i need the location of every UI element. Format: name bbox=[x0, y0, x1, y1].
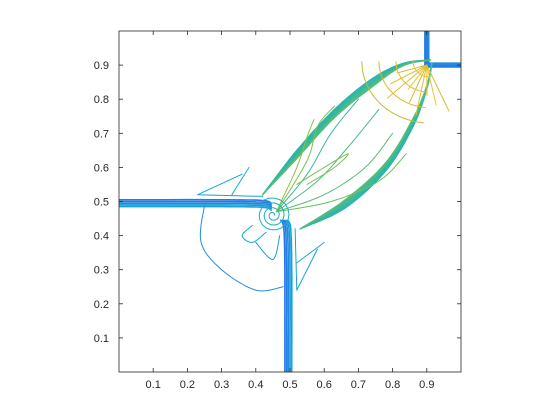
contour-line bbox=[299, 62, 433, 230]
contour-line bbox=[378, 61, 426, 108]
y-tick-label: 0.1 bbox=[94, 333, 109, 345]
contour-lines bbox=[119, 31, 461, 372]
y-tick-label: 0.5 bbox=[94, 197, 109, 209]
x-tick-label: 0.7 bbox=[351, 379, 366, 391]
x-tick-label: 0.3 bbox=[214, 379, 229, 391]
x-tick-label: 0.8 bbox=[385, 379, 400, 391]
contour-line bbox=[258, 197, 290, 231]
y-tick-label: 0.7 bbox=[94, 128, 109, 140]
contour-line bbox=[275, 105, 335, 213]
x-tick-label: 0.4 bbox=[248, 379, 263, 391]
x-axis: 0.1 0.2 0.3 0.4 0.5 0.6 0.7 0.8 0.9 bbox=[146, 31, 434, 391]
contour-line bbox=[426, 64, 450, 112]
contour-line bbox=[231, 166, 250, 196]
contour-line bbox=[294, 228, 318, 291]
contour-line bbox=[261, 59, 431, 196]
y-tick-label: 0.8 bbox=[94, 94, 109, 106]
contour-line bbox=[415, 64, 428, 116]
contour-line bbox=[261, 59, 431, 196]
contour-line bbox=[296, 153, 349, 185]
contour-line bbox=[286, 219, 293, 372]
contour-line bbox=[119, 202, 272, 208]
contour-line bbox=[119, 204, 272, 210]
contour-line bbox=[280, 219, 286, 372]
contour-line bbox=[261, 59, 431, 196]
contour-line bbox=[389, 64, 428, 85]
contour-line bbox=[296, 241, 325, 264]
contour-line bbox=[285, 219, 291, 372]
x-tick-label: 0.6 bbox=[317, 379, 332, 391]
contour-line bbox=[281, 219, 288, 372]
contour-line bbox=[275, 153, 407, 213]
contour-line bbox=[119, 205, 272, 211]
contour-line bbox=[197, 173, 264, 197]
y-tick-label: 0.9 bbox=[94, 60, 109, 72]
contour-line bbox=[275, 132, 394, 213]
contour-line bbox=[395, 61, 428, 93]
contour-line bbox=[361, 61, 424, 124]
x-tick-label: 0.5 bbox=[282, 379, 297, 391]
contour-line bbox=[396, 64, 428, 74]
contour-line bbox=[426, 64, 437, 106]
y-tick-label: 0.6 bbox=[94, 162, 109, 174]
contour-line bbox=[241, 224, 267, 243]
y-tick-label: 0.2 bbox=[94, 299, 109, 311]
y-axis: 0.1 0.2 0.3 0.4 0.5 0.6 0.7 0.8 0.9 bbox=[94, 60, 461, 345]
contour-line bbox=[119, 198, 272, 204]
y-tick-label: 0.4 bbox=[94, 231, 109, 243]
contour-line bbox=[261, 59, 431, 196]
contour-line bbox=[387, 64, 428, 99]
contour-line bbox=[275, 98, 359, 213]
contour-line bbox=[409, 64, 428, 103]
contour-line bbox=[275, 119, 315, 213]
contour-line bbox=[199, 204, 284, 292]
contour-line bbox=[261, 59, 431, 196]
x-tick-label: 0.2 bbox=[180, 379, 195, 391]
contour-line bbox=[412, 61, 429, 78]
contour-line bbox=[261, 59, 431, 196]
contour-line bbox=[407, 64, 428, 90]
x-tick-label: 0.9 bbox=[419, 379, 434, 391]
contour-line bbox=[255, 235, 281, 260]
x-tick-label: 0.1 bbox=[146, 379, 161, 391]
y-tick-label: 0.3 bbox=[94, 265, 109, 277]
contour-line bbox=[261, 59, 431, 196]
contour-line bbox=[275, 108, 380, 213]
contour-line bbox=[283, 219, 290, 372]
